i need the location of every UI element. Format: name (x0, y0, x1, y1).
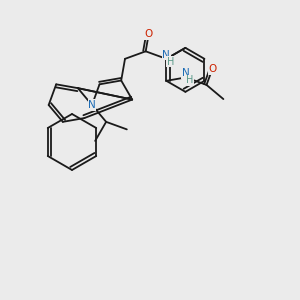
Text: N: N (182, 68, 190, 78)
Text: O: O (145, 29, 153, 39)
Text: O: O (208, 64, 216, 74)
Text: N: N (163, 50, 170, 60)
Text: H: H (186, 75, 194, 85)
Text: N: N (88, 100, 96, 110)
Text: H: H (167, 57, 174, 67)
